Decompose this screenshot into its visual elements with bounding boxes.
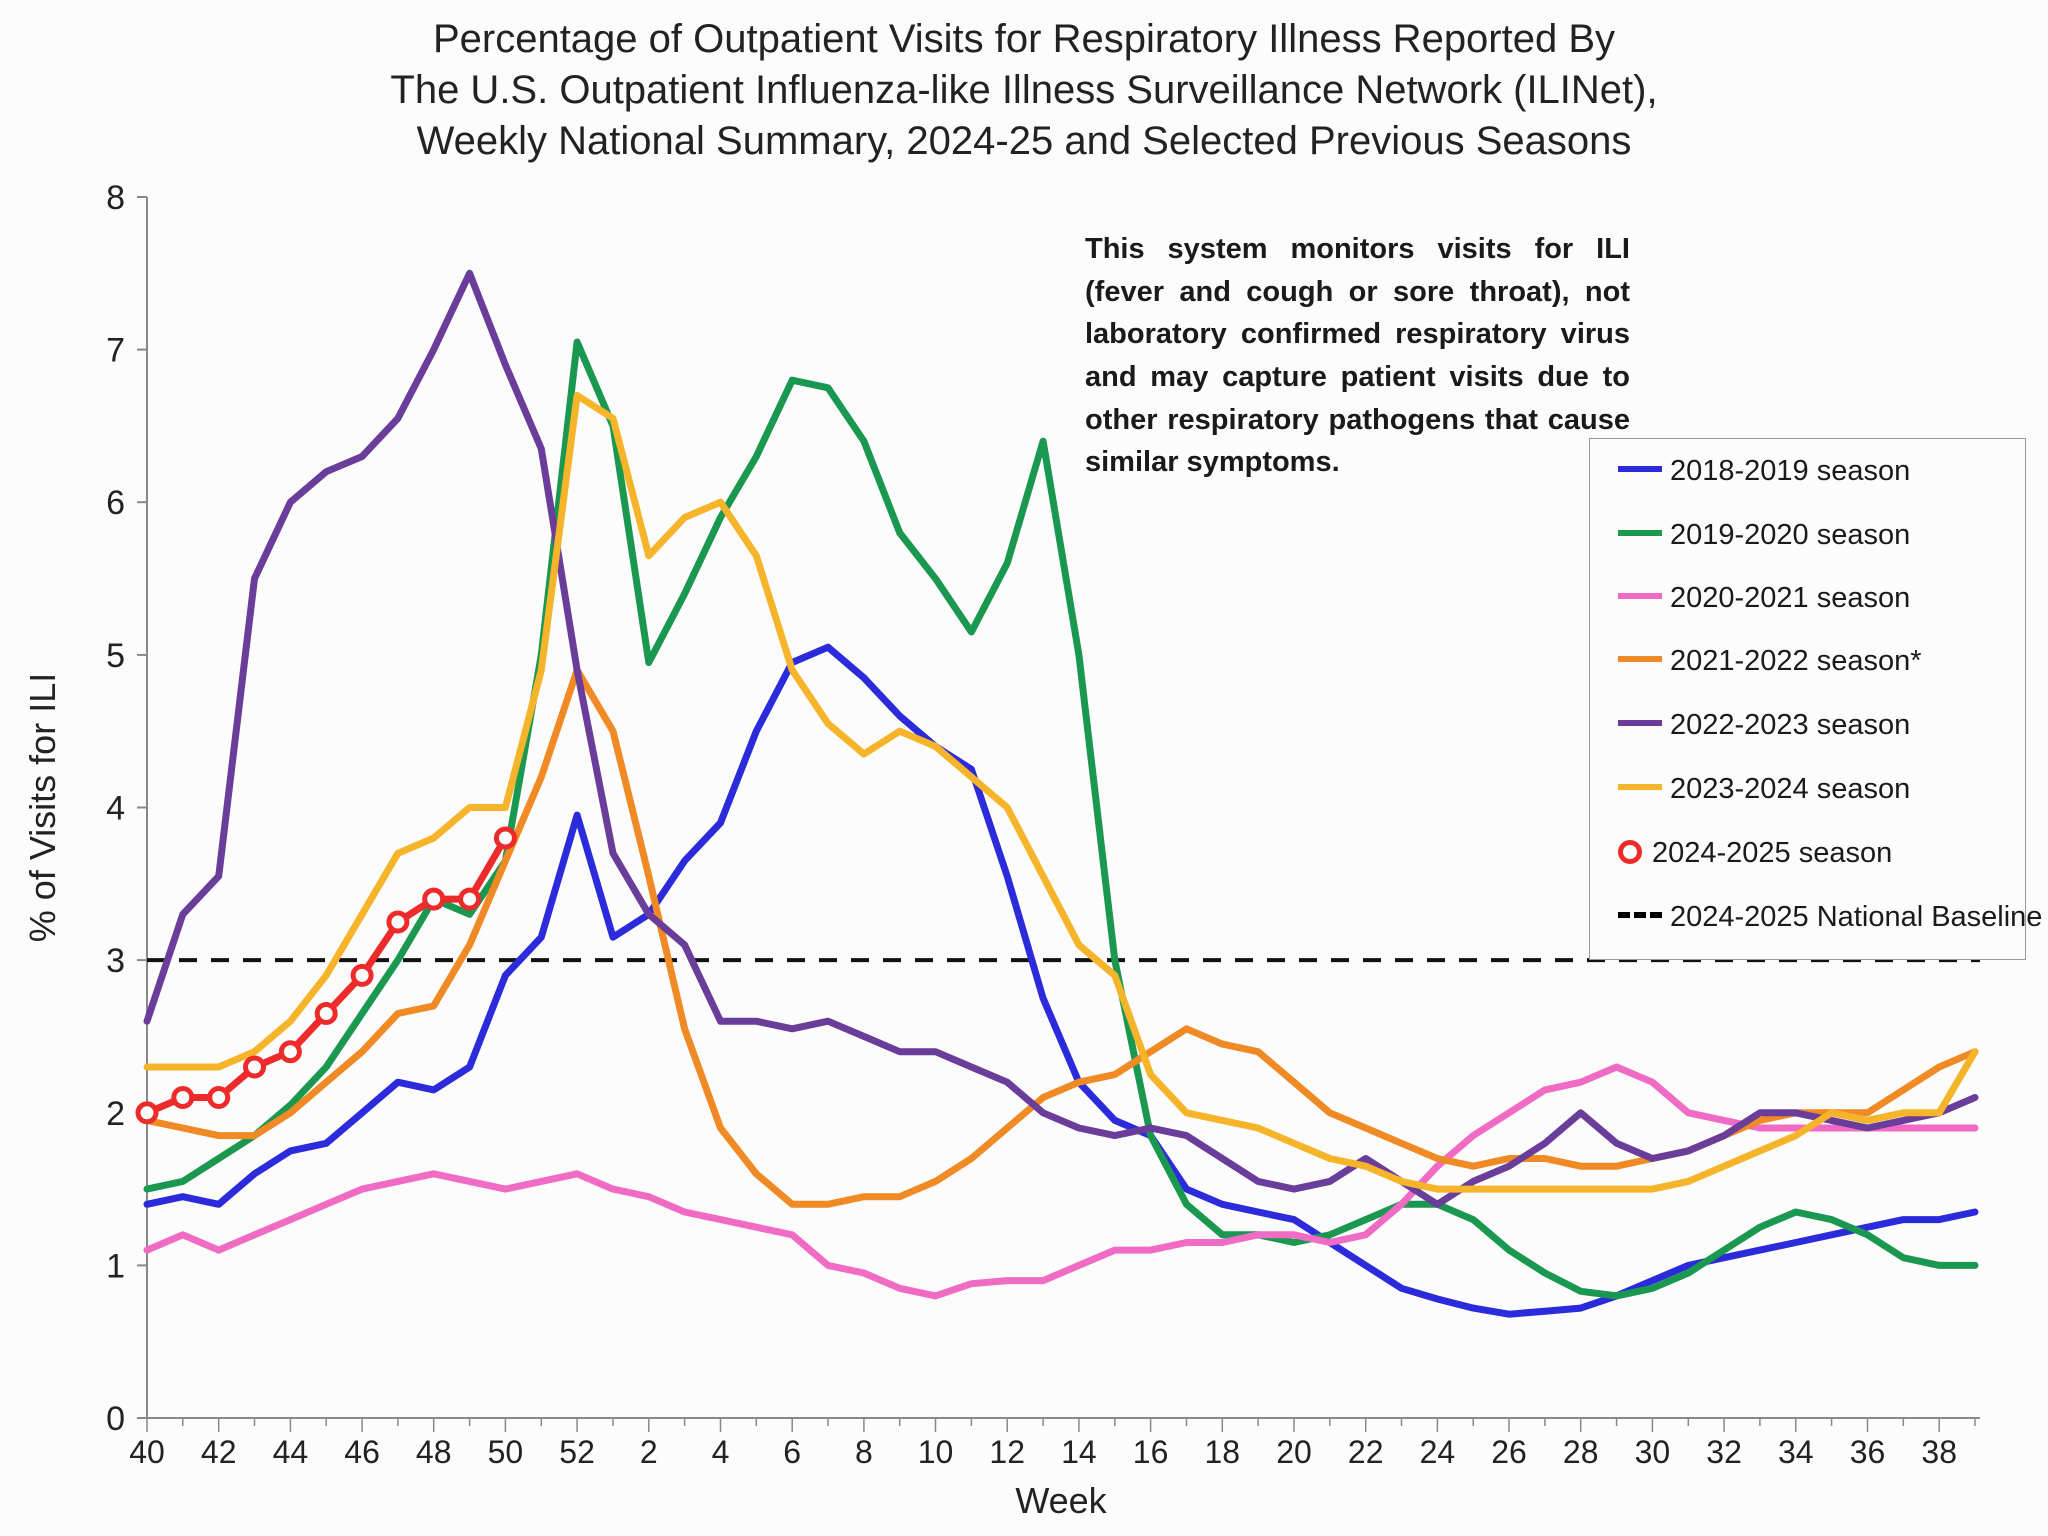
svg-text:38: 38 xyxy=(1921,1434,1957,1470)
svg-text:18: 18 xyxy=(1205,1434,1241,1470)
svg-text:50: 50 xyxy=(488,1434,524,1470)
svg-text:42: 42 xyxy=(201,1434,237,1470)
svg-text:26: 26 xyxy=(1491,1434,1527,1470)
svg-text:20: 20 xyxy=(1276,1434,1312,1470)
svg-text:8: 8 xyxy=(106,179,125,217)
svg-text:16: 16 xyxy=(1133,1434,1169,1470)
svg-text:48: 48 xyxy=(416,1434,452,1470)
svg-text:1: 1 xyxy=(106,1247,125,1285)
svg-text:Week: Week xyxy=(1015,1480,1107,1521)
svg-text:46: 46 xyxy=(344,1434,380,1470)
svg-text:40: 40 xyxy=(129,1434,165,1470)
svg-text:12: 12 xyxy=(989,1434,1025,1470)
svg-text:14: 14 xyxy=(1061,1434,1097,1470)
svg-text:0: 0 xyxy=(106,1400,125,1438)
svg-text:4: 4 xyxy=(712,1434,730,1470)
svg-text:28: 28 xyxy=(1563,1434,1599,1470)
svg-text:44: 44 xyxy=(273,1434,309,1470)
svg-text:2: 2 xyxy=(106,1095,125,1133)
svg-text:5: 5 xyxy=(106,637,125,675)
svg-text:6: 6 xyxy=(106,484,125,522)
svg-text:4: 4 xyxy=(106,790,125,828)
svg-text:2: 2 xyxy=(640,1434,658,1470)
svg-text:52: 52 xyxy=(559,1434,595,1470)
svg-text:8: 8 xyxy=(855,1434,873,1470)
svg-text:22: 22 xyxy=(1348,1434,1384,1470)
svg-text:3: 3 xyxy=(106,942,125,980)
svg-text:7: 7 xyxy=(106,332,125,370)
svg-text:6: 6 xyxy=(783,1434,801,1470)
svg-text:36: 36 xyxy=(1850,1434,1886,1470)
svg-text:10: 10 xyxy=(918,1434,954,1470)
svg-text:% of Visits for ILI: % of Visits for ILI xyxy=(22,673,63,942)
svg-text:32: 32 xyxy=(1706,1434,1742,1470)
svg-text:24: 24 xyxy=(1420,1434,1456,1470)
svg-text:30: 30 xyxy=(1635,1434,1671,1470)
svg-text:34: 34 xyxy=(1778,1434,1814,1470)
